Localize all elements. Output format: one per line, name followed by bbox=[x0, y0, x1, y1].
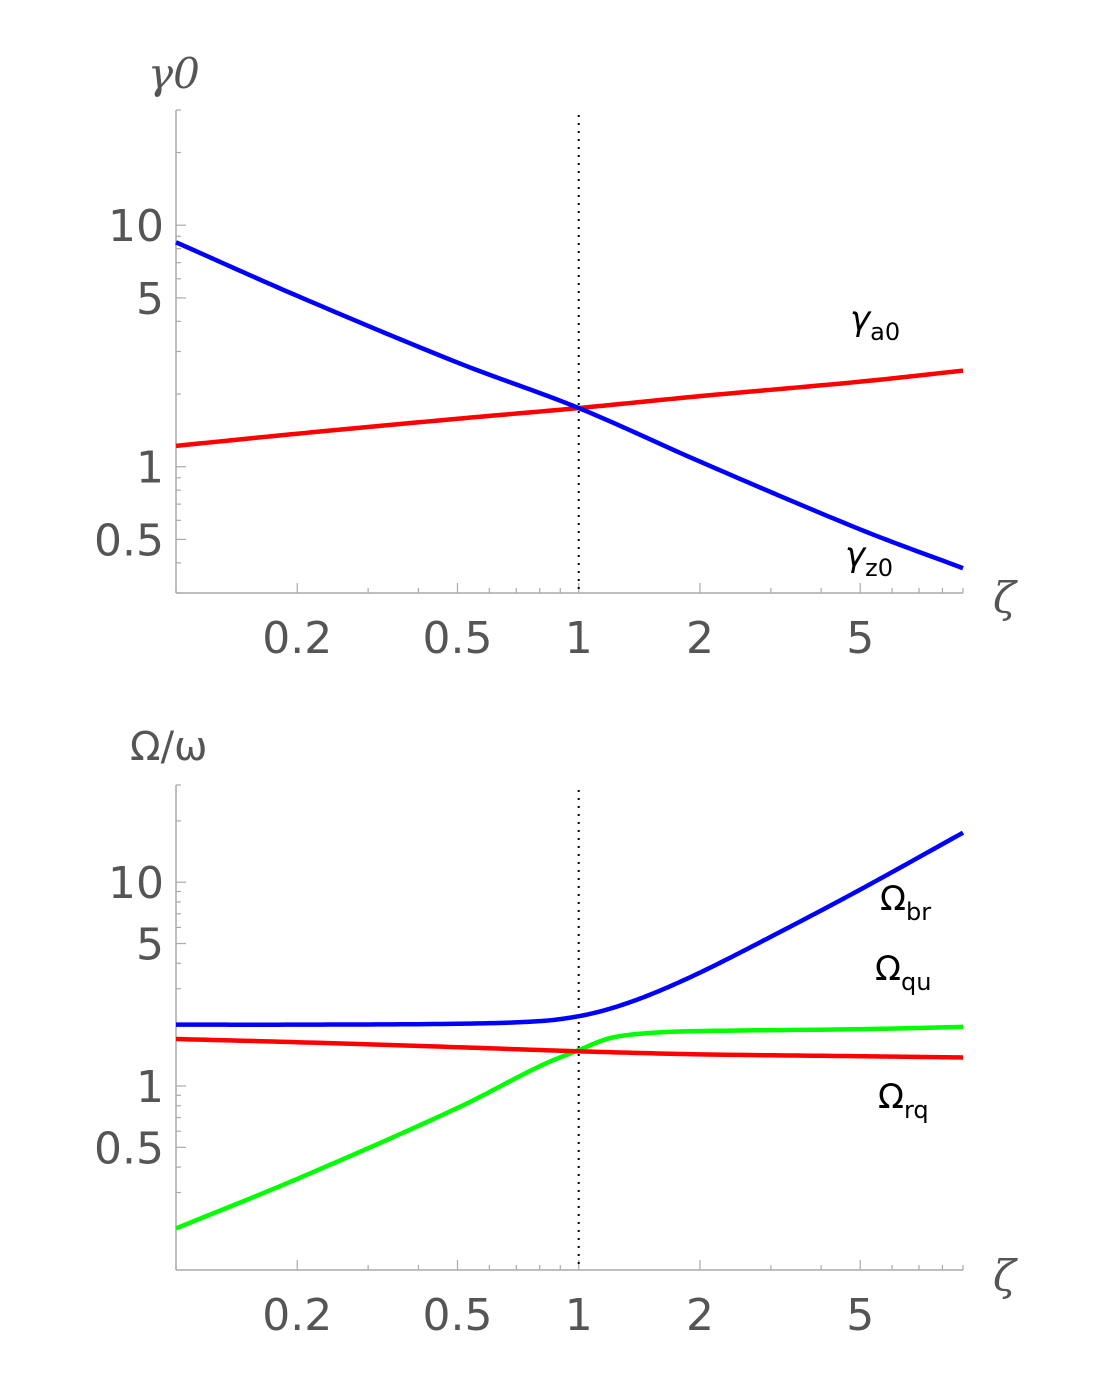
y-tick-label: 10 bbox=[108, 201, 164, 252]
y-tick-label: 10 bbox=[108, 858, 164, 909]
x-axis-label: ζ bbox=[993, 573, 1018, 622]
x-tick-label: 0.5 bbox=[422, 613, 492, 664]
x-tick-label: 0.2 bbox=[262, 1290, 332, 1341]
x-tick-label: 2 bbox=[686, 1290, 714, 1341]
y-tick-label: 0.5 bbox=[94, 1123, 164, 1174]
annotation-symbol: γ bbox=[845, 535, 867, 575]
series-line-2-1 bbox=[175, 830, 965, 1027]
y-tick-label: 1 bbox=[136, 443, 164, 494]
x-tick-label: 0.5 bbox=[422, 1290, 492, 1341]
series-annotation: Ωqu bbox=[875, 949, 931, 996]
y-tick-label: 1 bbox=[136, 1062, 164, 1113]
x-tick-label: 5 bbox=[846, 613, 874, 664]
x-tick-label: 2 bbox=[686, 613, 714, 664]
annotation-symbol: γ bbox=[850, 299, 872, 339]
annotation-subscript: rq bbox=[904, 1096, 929, 1124]
annotation-symbol: Ω bbox=[880, 879, 906, 919]
series-line-1-2 bbox=[175, 240, 964, 571]
series-annotation: γz0 bbox=[845, 535, 893, 582]
x-tick-label: 1 bbox=[565, 613, 593, 664]
annotation-subscript: br bbox=[906, 898, 931, 926]
series-annotation: Ωrq bbox=[878, 1077, 929, 1124]
annotation-subscript: a0 bbox=[870, 318, 900, 346]
y-tick-label: 5 bbox=[136, 920, 164, 971]
series-line-2-2 bbox=[175, 1024, 964, 1231]
series-line-2-3 bbox=[175, 1036, 964, 1060]
x-tick-label: 5 bbox=[846, 1290, 874, 1341]
series-line-1-1 bbox=[175, 368, 964, 449]
annotation-symbol: Ω bbox=[878, 1077, 904, 1117]
annotation-subscript: qu bbox=[901, 968, 931, 996]
annotation-subscript: z0 bbox=[865, 554, 893, 582]
x-axis-label: ζ bbox=[993, 1251, 1018, 1300]
y-tick-label: 5 bbox=[136, 274, 164, 325]
y-tick-label: 0.5 bbox=[94, 515, 164, 566]
annotation-symbol: Ω bbox=[875, 949, 901, 989]
series-annotation: Ωbr bbox=[880, 879, 931, 926]
x-tick-label: 0.2 bbox=[262, 613, 332, 664]
y-axis-label: γ0 bbox=[148, 49, 200, 98]
y-axis-label: Ω/ω bbox=[130, 724, 208, 770]
series-annotation: γa0 bbox=[850, 299, 900, 346]
x-tick-label: 1 bbox=[565, 1290, 593, 1341]
